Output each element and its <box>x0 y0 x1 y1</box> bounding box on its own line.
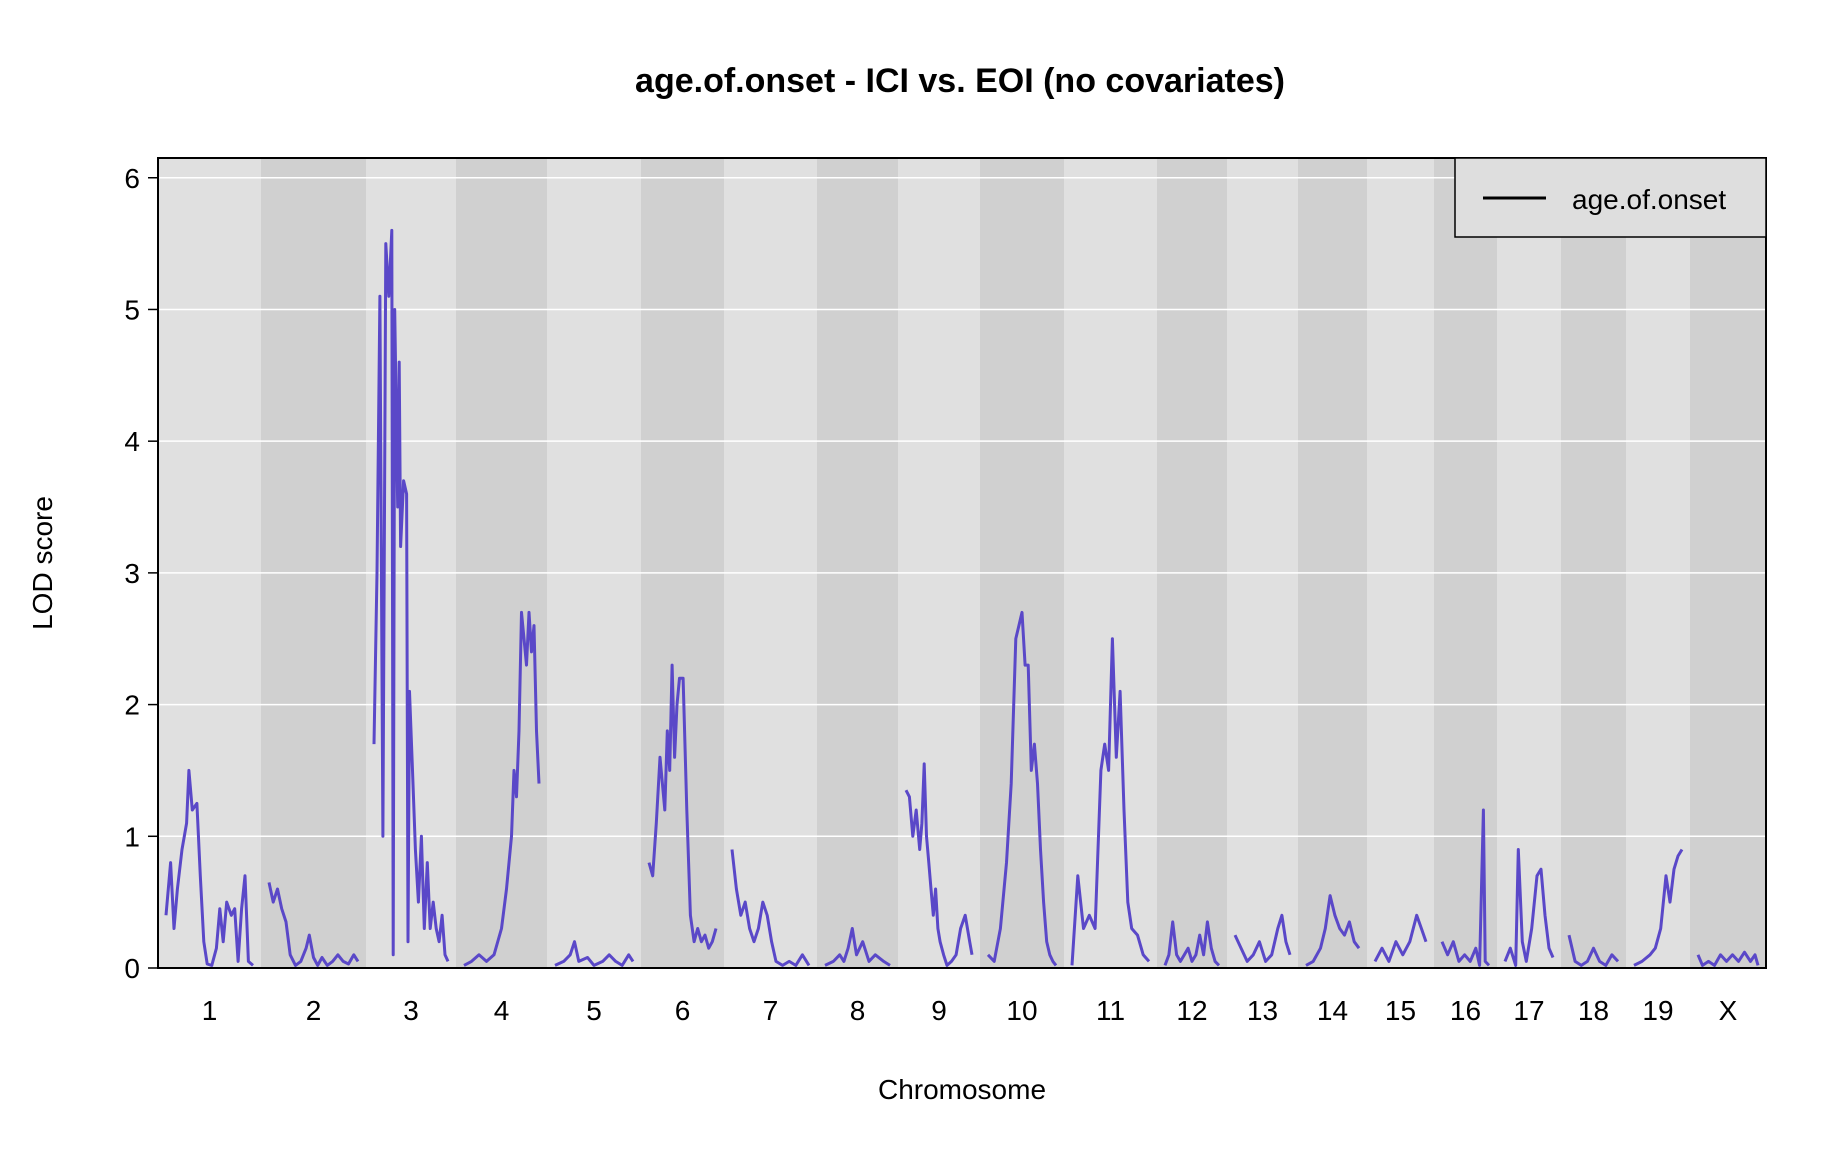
chromosome-band <box>261 158 366 968</box>
lod-curves <box>164 228 1760 967</box>
chromosome-band <box>158 158 261 968</box>
x-tick-label: 14 <box>1317 995 1348 1026</box>
x-axis-ticks: 1 2 3 4 5 6 7 8 9 10 11 12 13 14 15 16 17 18 19 X <box>202 995 1738 1026</box>
x-axis-label: Chromosome <box>878 1074 1046 1105</box>
x-tick-label: 6 <box>675 995 691 1026</box>
x-tick-label: 13 <box>1247 995 1278 1026</box>
lod-curve-chr-2 <box>267 882 360 967</box>
lod-curve-chr-11 <box>1070 637 1151 966</box>
chromosome-band <box>1064 158 1157 968</box>
lod-curve-chr-12 <box>1163 920 1221 967</box>
x-tick-label: 15 <box>1385 995 1416 1026</box>
lod-curve-chr-4 <box>463 610 541 967</box>
x-tick-label: 3 <box>403 995 419 1026</box>
chromosome-band <box>980 158 1064 968</box>
x-tick-label: 17 <box>1513 995 1544 1026</box>
lod-curve-chr-16 <box>1440 808 1491 967</box>
chromosome-band <box>547 158 641 968</box>
chromosome-band <box>898 158 980 968</box>
legend-entry: age.of.onset <box>1572 184 1726 215</box>
lod-curve-chr-7 <box>730 849 811 967</box>
x-tick-label: 1 <box>202 995 218 1026</box>
lod-curve-chr-19 <box>1633 848 1684 967</box>
x-tick-label: 8 <box>850 995 866 1026</box>
chromosome-band <box>1367 158 1434 968</box>
chromosome-band <box>1157 158 1227 968</box>
chromosome-band <box>366 158 456 968</box>
chromosome-band <box>456 158 547 968</box>
x-tick-label: 9 <box>931 995 947 1026</box>
x-tick-label: 11 <box>1096 995 1125 1026</box>
y-tick-label: 2 <box>124 690 140 721</box>
plot-frame <box>157 157 1767 969</box>
x-tick-label: 7 <box>763 995 779 1026</box>
lod-curve-chr-X <box>1696 950 1760 967</box>
x-tick-label: 18 <box>1578 995 1609 1026</box>
x-tick-label: 2 <box>306 995 322 1026</box>
legend: age.of.onset <box>1454 157 1767 238</box>
lod-curve-chr-8 <box>824 927 891 967</box>
chromosome-band <box>1690 158 1766 968</box>
chromosome-bands <box>158 158 1766 968</box>
chart-title: age.of.onset - ICI vs. EOI (no covariate… <box>635 62 1285 100</box>
lod-curve-chr-17 <box>1503 848 1555 967</box>
x-tick-label: 10 <box>1006 995 1037 1026</box>
chromosome-band <box>1626 158 1690 968</box>
chromosome-band <box>1434 158 1497 968</box>
chromosome-band <box>1227 158 1298 968</box>
lod-curve-chr-1 <box>164 768 254 967</box>
y-tick-label: 0 <box>124 953 140 984</box>
lod-curve-chr-18 <box>1567 934 1620 967</box>
x-tick-label: 19 <box>1642 995 1673 1026</box>
x-tick-label: 16 <box>1450 995 1481 1026</box>
chromosome-band <box>1298 158 1367 968</box>
lod-curve-chr-13 <box>1233 913 1292 963</box>
lod-curve-chr-14 <box>1305 894 1361 967</box>
chromosome-band <box>1561 158 1626 968</box>
y-tick-label: 5 <box>124 294 140 325</box>
lod-curve-chr-6 <box>647 663 718 950</box>
y-tick-label: 6 <box>124 163 140 194</box>
x-tick-label: X <box>1719 995 1738 1026</box>
lod-curve-chr-5 <box>554 940 635 967</box>
chromosome-band <box>817 158 898 968</box>
lod-curve-chr-3 <box>372 228 450 963</box>
y-tick-label: 3 <box>124 558 140 589</box>
lod-curve-chr-10 <box>986 610 1058 967</box>
lod-curve-chr-9 <box>904 762 974 967</box>
x-tick-label: 5 <box>586 995 602 1026</box>
chromosome-band <box>724 158 817 968</box>
y-tick-label: 4 <box>124 426 140 457</box>
y-axis-ticks: 0 1 2 3 4 5 6 <box>124 163 158 984</box>
y-tick-label: 1 <box>124 821 140 852</box>
chromosome-band <box>1497 158 1561 968</box>
x-tick-label: 12 <box>1176 995 1207 1026</box>
lod-curve-chr-15 <box>1373 913 1428 963</box>
x-tick-label: 4 <box>494 995 510 1026</box>
y-axis-label: LOD score <box>27 496 58 630</box>
